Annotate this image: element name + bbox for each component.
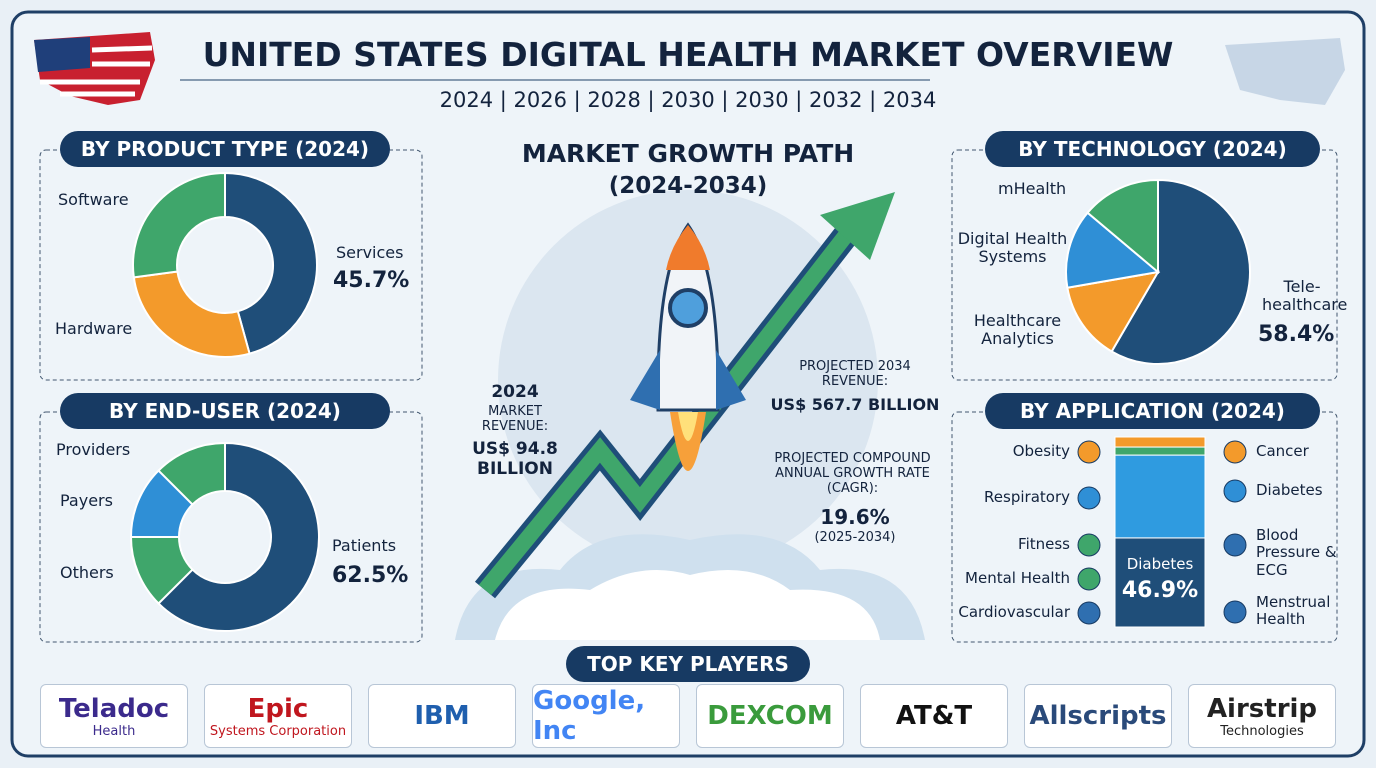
- application-label: Mental Health: [965, 569, 1070, 587]
- cagr-label: PROJECTED COMPOUND ANNUAL GROWTH RATE (C…: [774, 451, 931, 496]
- segment-label: Services: [336, 243, 404, 262]
- logo-text: DEXCOM: [707, 701, 833, 731]
- segment-label: Hardware: [55, 319, 133, 338]
- title: UNITED STATES DIGITAL HEALTH MARKET OVER…: [202, 35, 1174, 74]
- segment: [1066, 270, 1160, 353]
- growth-illustration: [455, 190, 925, 640]
- icon: [1077, 601, 1101, 625]
- segment-label: Payers: [60, 491, 113, 510]
- application-label: Blood Pressure & ECG: [1256, 526, 1337, 579]
- start-year: 2024: [491, 382, 539, 402]
- logo: Teladoc Health: [40, 684, 188, 748]
- icon: [1223, 479, 1247, 503]
- logo: AT&T: [860, 684, 1008, 748]
- logo-text: Teladoc: [58, 693, 170, 724]
- cagr-value: 19.6%: [820, 505, 890, 529]
- cagr-period: (2025-2034): [814, 530, 896, 545]
- logo-text: AT&T: [895, 701, 973, 731]
- highlight-segment: [1110, 178, 1251, 365]
- application-label: Diabetes: [1256, 481, 1323, 499]
- icon: [1077, 533, 1101, 557]
- icon: [1077, 567, 1101, 591]
- logo: Allscripts: [1024, 684, 1172, 748]
- application-label: Cancer: [1256, 442, 1309, 460]
- growth-period: (2024-2034): [608, 173, 768, 199]
- segment-label: Providers: [56, 440, 131, 459]
- application-label: Respiratory: [984, 488, 1070, 506]
- segment: [1086, 178, 1159, 275]
- highlight-segment: [224, 171, 318, 355]
- segment: [132, 171, 226, 279]
- segment-value: 46.9%: [1121, 578, 1199, 603]
- panel-title: BY END-USER (2024): [109, 399, 341, 423]
- application-label: Obesity: [1012, 442, 1070, 460]
- logo: Airstrip Technologies: [1188, 684, 1336, 748]
- players-title: TOP KEY PLAYERS: [587, 652, 789, 676]
- logo-text: Epic: [247, 693, 309, 724]
- segment-value: 58.4%: [1258, 322, 1335, 347]
- segment-label: Patients: [332, 536, 397, 555]
- end-label: PROJECTED 2034 REVENUE:: [799, 359, 911, 389]
- us-map-silhouette: [1225, 38, 1345, 105]
- pills: [60, 131, 1320, 682]
- panel-title: BY APPLICATION (2024): [1020, 399, 1285, 423]
- icon: [1223, 600, 1247, 624]
- application-label: Menstrual Health: [1256, 593, 1331, 629]
- logo-text: Health: [92, 723, 136, 739]
- panel-title: BY PRODUCT TYPE (2024): [80, 137, 370, 161]
- logo-text: Airstrip: [1206, 693, 1318, 724]
- segment-label: Others: [60, 563, 114, 582]
- segment: [132, 270, 251, 358]
- growth-title: MARKET GROWTH PATH: [521, 139, 855, 168]
- segment-label: Tele-healthcare: [1262, 277, 1348, 315]
- start-label: MARKET REVENUE:: [481, 404, 549, 434]
- segment: [1114, 446, 1206, 456]
- application-label: Fitness: [1018, 535, 1070, 553]
- segment-label: Digital Health Systems: [957, 229, 1068, 267]
- segment: [157, 441, 226, 506]
- logo-text: Google, Inc: [533, 686, 646, 746]
- application-label: Cardiovascular: [958, 603, 1070, 621]
- segment: [1114, 454, 1206, 539]
- segment-label: mHealth: [998, 179, 1067, 198]
- segment-value: 45.7%: [333, 268, 410, 293]
- segment: [1065, 211, 1161, 289]
- panel-title: BY TECHNOLOGY (2024): [1018, 137, 1287, 161]
- logo-text: Technologies: [1220, 723, 1304, 739]
- icon: [1223, 440, 1247, 464]
- logo-text: IBM: [414, 701, 470, 731]
- icon: [1223, 533, 1247, 557]
- highlight-segment: [157, 441, 320, 632]
- logo: IBM: [368, 684, 516, 748]
- segment-label: Healthcare Analytics: [973, 311, 1062, 349]
- logo: DEXCOM: [696, 684, 844, 748]
- logo-text: Allscripts: [1029, 701, 1167, 731]
- icon: [1077, 486, 1101, 510]
- logo: Epic Systems Corporation: [204, 684, 352, 748]
- end-value: US$ 567.7 BILLION: [770, 395, 940, 414]
- segment-label: Diabetes: [1126, 555, 1194, 573]
- icon: [1077, 440, 1101, 464]
- start-value: US$ 94.8 BILLION: [472, 439, 558, 479]
- logo-text: Systems Corporation: [209, 723, 347, 739]
- logo: Google, Inc: [532, 684, 680, 748]
- highlight-segment: [1114, 537, 1206, 628]
- segment: [1114, 436, 1206, 448]
- segment-value: 62.5%: [332, 563, 409, 588]
- us-flag-map: [34, 32, 155, 105]
- segment-label: Software: [58, 190, 129, 209]
- years: 2024 | 2026 | 2028 | 2030 | 2030 | 2032 …: [439, 88, 937, 112]
